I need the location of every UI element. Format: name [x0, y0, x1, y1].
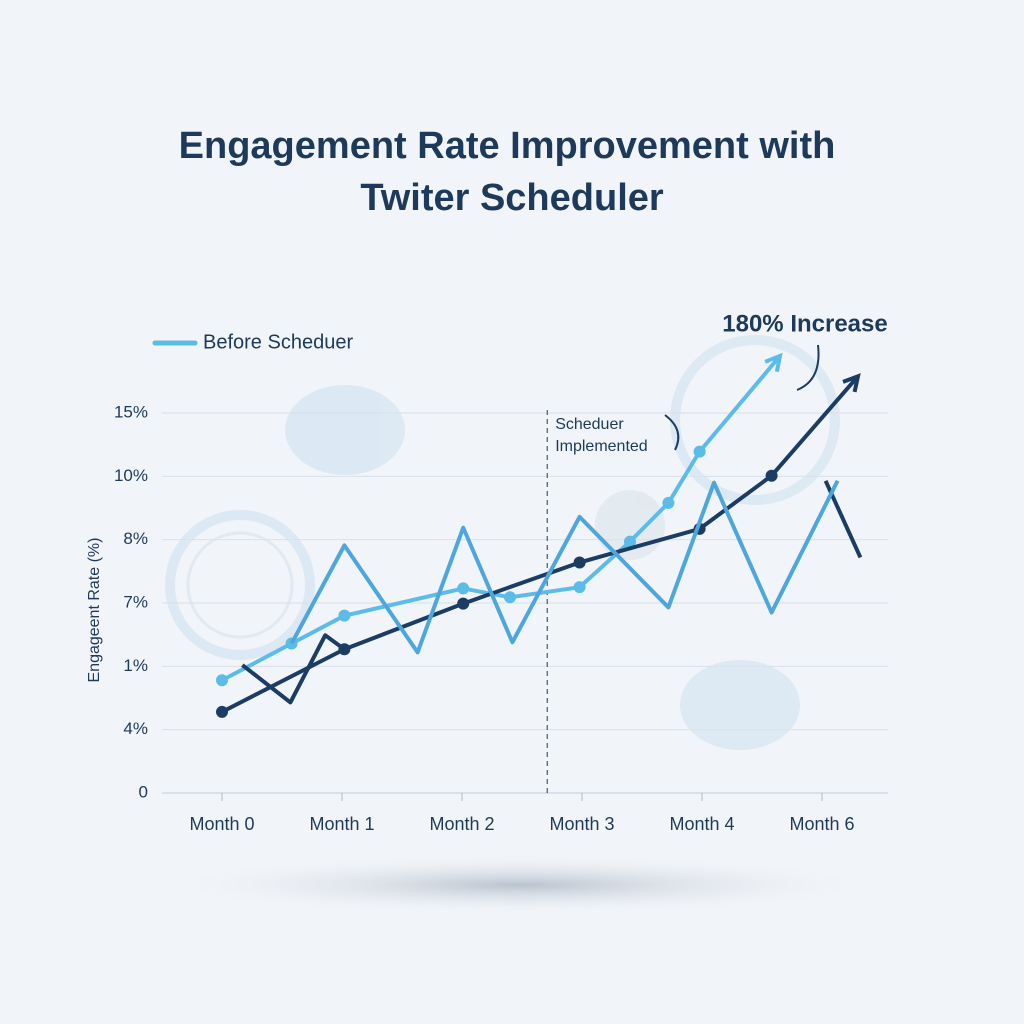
x-tick-label: Month 3	[549, 814, 614, 834]
series-line	[289, 479, 840, 655]
x-tick-label: Month 2	[429, 814, 494, 834]
series-line	[221, 354, 782, 683]
y-tick-label: 15%	[114, 402, 148, 421]
chart-title: Twiter Scheduler	[360, 177, 664, 219]
marker	[662, 496, 675, 509]
y-tick-label: 4%	[123, 719, 148, 738]
marker	[504, 591, 516, 604]
arrow-head	[842, 373, 861, 393]
marker	[765, 469, 778, 482]
x-tick-label: Month 1	[309, 814, 374, 834]
annotation-arrow	[796, 344, 820, 391]
series-line	[241, 633, 346, 705]
y-tick-label: 0	[139, 782, 148, 801]
x-tick-label: Month 6	[789, 814, 854, 834]
x-tick-label: Month 4	[669, 814, 734, 834]
x-tick-label: Month 0	[189, 814, 254, 834]
marker	[693, 445, 706, 458]
y-axis-label: Engageent Rate (%)	[86, 538, 103, 683]
annotation: 180% Increase	[722, 310, 887, 337]
marker	[624, 535, 636, 548]
y-tick-label: 8%	[123, 529, 148, 548]
annotation-arrow	[664, 414, 680, 451]
marker	[457, 597, 470, 610]
arrow-head	[764, 352, 783, 373]
y-tick-label: 1%	[123, 656, 148, 675]
shadow	[160, 855, 880, 915]
y-tick-label: 10%	[114, 466, 148, 485]
marker	[338, 609, 351, 622]
marker	[573, 581, 586, 594]
legend-label: Before Scheduer	[203, 331, 353, 353]
chart-title: Engagement Rate Improvement with	[179, 125, 836, 167]
marker	[457, 582, 470, 595]
marker	[216, 674, 228, 687]
event-label: Implemented	[555, 438, 648, 455]
event-label: Scheduer	[555, 416, 624, 433]
marker	[573, 556, 586, 569]
marker	[216, 705, 228, 718]
y-tick-label: 7%	[123, 592, 148, 611]
